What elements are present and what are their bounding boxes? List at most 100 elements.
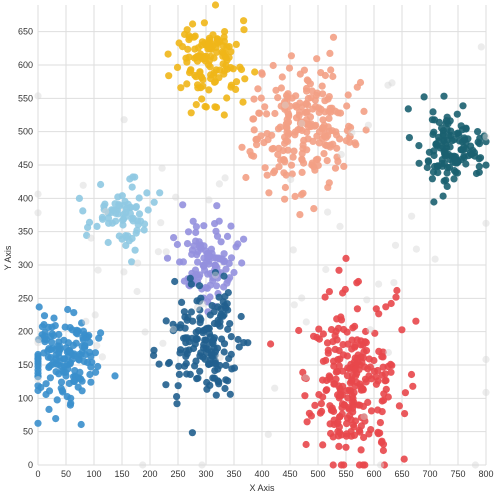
- background-point: [289, 246, 297, 254]
- data-point: [457, 146, 465, 154]
- data-point: [217, 255, 225, 263]
- data-point: [381, 377, 389, 385]
- data-point: [324, 95, 332, 103]
- data-point: [173, 240, 181, 249]
- data-point: [240, 235, 248, 243]
- data-point: [75, 355, 83, 363]
- data-point: [173, 393, 181, 401]
- data-point: [357, 446, 365, 454]
- y-tick-labels: 0 50 100 150 200 250 300 350 400 450 500 550 600 650: [18, 27, 33, 470]
- background-point: [302, 318, 310, 326]
- data-point: [220, 283, 228, 291]
- data-point: [342, 443, 350, 451]
- data-point: [400, 455, 408, 463]
- x-tick-label: 400: [254, 469, 269, 479]
- data-point: [184, 45, 192, 53]
- data-point: [162, 381, 170, 389]
- y-tick-label: 350: [18, 227, 33, 237]
- data-point: [285, 64, 294, 72]
- data-point: [235, 343, 243, 351]
- data-point: [459, 102, 467, 110]
- data-point: [302, 100, 310, 108]
- data-point: [187, 280, 195, 288]
- data-point: [315, 104, 323, 112]
- data-point: [179, 201, 187, 209]
- data-point: [220, 348, 228, 356]
- data-point: [319, 116, 327, 124]
- data-point: [206, 63, 214, 71]
- data-point: [258, 70, 266, 78]
- data-point: [440, 92, 448, 100]
- data-point: [189, 20, 197, 28]
- y-tick-label: 650: [18, 27, 33, 37]
- data-point: [439, 192, 447, 200]
- data-point: [210, 308, 218, 316]
- data-point: [257, 94, 265, 102]
- data-point: [310, 205, 318, 213]
- x-tick-label: 50: [61, 469, 71, 479]
- data-point: [77, 375, 85, 383]
- data-point: [338, 404, 346, 412]
- data-point: [64, 365, 72, 373]
- data-point: [343, 430, 351, 438]
- y-tick-label: 550: [18, 93, 33, 103]
- data-point: [351, 365, 359, 373]
- data-point: [70, 309, 78, 317]
- data-point: [206, 381, 214, 389]
- data-point: [327, 66, 335, 74]
- data-point: [316, 409, 324, 417]
- data-point: [227, 254, 236, 262]
- data-point: [359, 461, 367, 469]
- data-point: [223, 65, 231, 73]
- data-point: [69, 341, 77, 349]
- data-point: [275, 163, 283, 171]
- data-point: [213, 344, 222, 352]
- data-point: [372, 380, 380, 388]
- data-point: [200, 55, 208, 63]
- background-point: [120, 116, 128, 124]
- data-point: [132, 203, 140, 211]
- data-point: [81, 350, 90, 359]
- background-point: [34, 339, 42, 347]
- y-tick-label: 250: [18, 293, 33, 303]
- data-point: [298, 156, 306, 164]
- data-point: [119, 211, 127, 219]
- data-point: [338, 410, 346, 418]
- background-point: [172, 193, 180, 201]
- data-point: [343, 352, 351, 360]
- data-point: [199, 329, 207, 337]
- data-point: [78, 319, 86, 327]
- data-point: [208, 302, 216, 310]
- data-point: [240, 339, 248, 347]
- data-point: [277, 84, 285, 92]
- data-point: [238, 143, 246, 151]
- background-point: [390, 279, 398, 287]
- data-point: [131, 246, 139, 254]
- data-point: [289, 153, 297, 161]
- data-point: [220, 33, 228, 41]
- data-point: [480, 132, 488, 140]
- data-point: [111, 372, 119, 380]
- data-point: [240, 17, 248, 25]
- data-point: [205, 86, 213, 94]
- data-point: [66, 401, 74, 409]
- background-point: [363, 296, 371, 304]
- data-point: [319, 376, 327, 384]
- data-point: [216, 312, 225, 320]
- data-point: [443, 125, 451, 133]
- background-point: [139, 461, 147, 469]
- data-point: [182, 339, 190, 347]
- data-point: [251, 68, 259, 76]
- data-point: [325, 372, 333, 380]
- data-point: [191, 45, 199, 53]
- data-point: [281, 98, 289, 106]
- data-point: [364, 365, 372, 373]
- data-point: [140, 226, 148, 234]
- data-point: [353, 336, 361, 344]
- data-point: [380, 396, 388, 404]
- data-point: [482, 138, 490, 146]
- data-point: [323, 157, 331, 165]
- background-point: [193, 304, 202, 312]
- data-point: [270, 169, 278, 177]
- background-point: [477, 43, 485, 51]
